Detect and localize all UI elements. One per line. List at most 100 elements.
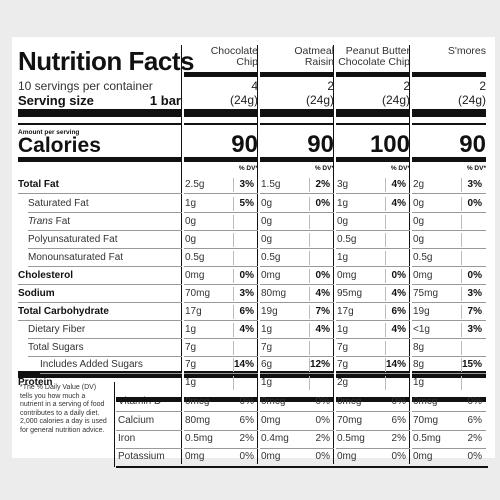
column-divider [333, 45, 334, 464]
column-protein-bar [412, 371, 486, 378]
cell-rule [184, 320, 258, 321]
nutrient-amount: 1g [185, 198, 197, 209]
cell-rule [260, 356, 334, 357]
nutrient-amount: 80mg [261, 288, 287, 299]
nutrient-amount: 1g [337, 324, 349, 335]
micro-cell-rule [336, 430, 410, 431]
cell-rule [336, 284, 410, 285]
column-serving-rule [260, 123, 334, 125]
nutrient-dv: 0% [315, 270, 330, 281]
nutrient-amount: 0g [413, 198, 425, 209]
micro-amount: 0.5mg [185, 433, 213, 444]
nutrient-amount: 0g [413, 216, 425, 227]
nutrient-dv: 6% [391, 306, 406, 317]
cell-rule [184, 338, 258, 339]
dv-divider [385, 323, 386, 337]
micro-dv: 2% [391, 433, 406, 444]
nutrient-amount: 0mg [413, 270, 433, 281]
dv-divider [385, 233, 386, 247]
nutrient-amount: 0.5g [261, 252, 281, 263]
nutrient-amount: 0g [261, 198, 273, 209]
nutrient-dv: 0% [315, 198, 330, 209]
dv-divider [385, 358, 386, 372]
column-header-bar [260, 72, 334, 77]
nutrient-amount: 17g [337, 306, 354, 317]
column-divider [257, 45, 258, 464]
nutrient-dv: 4% [391, 179, 406, 190]
nutrient-amount: 2g [337, 377, 349, 388]
nutrient-dv: 12% [309, 359, 330, 370]
nutrient-amount: 3g [337, 179, 349, 190]
micro-amount: 0mcg [185, 396, 210, 407]
column-name: Peanut Butter Chocolate Chip [338, 45, 410, 68]
nutrient-amount: 95mg [337, 288, 363, 299]
micro-amount: 0.4mg [261, 433, 289, 444]
nutrient-amount: 0.5g [413, 252, 433, 263]
nutrient-amount: 0mg [261, 270, 281, 281]
nutrient-amount: 7g [337, 359, 349, 370]
nutrient-dv: 3% [239, 179, 254, 190]
cell-rule [184, 212, 258, 213]
micro-rule [116, 411, 182, 412]
micro-cell-rule [336, 411, 410, 412]
dv-divider [309, 376, 310, 390]
nutrient-amount: 0g [337, 216, 349, 227]
nutrient-amount: 8g [413, 342, 425, 353]
nutrient-label: Total Sugars [28, 342, 84, 353]
cell-rule [412, 320, 486, 321]
dv-divider [385, 287, 386, 301]
serving-weight: (24g) [457, 93, 486, 107]
cell-rule [412, 284, 486, 285]
nutrient-amount: 0g [413, 234, 425, 245]
cell-rule [260, 266, 334, 267]
calories-value: 90 [231, 131, 258, 158]
nutrient-amount: 0.5g [337, 234, 357, 245]
nutrient-amount: 2.5g [185, 179, 205, 190]
column-serving-rule [184, 123, 258, 125]
nutrient-label: Cholesterol [18, 270, 74, 281]
column-micro-bar [184, 397, 258, 402]
micro-amount: 0mcg [413, 396, 438, 407]
micro-rule [116, 448, 182, 449]
nutrient-amount: 1g [261, 324, 273, 335]
micro-dv: 2% [239, 433, 254, 444]
serving-size-value: 1 bar [149, 93, 181, 108]
micro-cell-rule [184, 411, 258, 412]
column-micro-bar [260, 397, 334, 402]
nutrient-dv: 14% [385, 359, 406, 370]
micro-dv: 6% [467, 415, 482, 426]
dv-divider [233, 233, 234, 247]
row-rule [28, 212, 182, 213]
nutrient-dv: 7% [315, 306, 330, 317]
micro-cell-rule [412, 411, 486, 412]
cell-rule [184, 266, 258, 267]
micro-amount: 0mg [413, 451, 433, 462]
dv-divider [385, 376, 386, 390]
micro-dv: 2% [315, 433, 330, 444]
micro-dv: 0% [315, 415, 330, 426]
micro-label: Potassium [118, 451, 165, 462]
bottom-bar [116, 466, 488, 468]
nutrient-dv: 4% [391, 324, 406, 335]
nutrient-label: Monounsaturated Fat [28, 252, 124, 263]
nutrient-label: Protein [18, 377, 53, 388]
row-rule [28, 356, 182, 357]
cell-rule [336, 373, 410, 374]
dv-divider [461, 197, 462, 211]
nutrient-dv: 4% [315, 324, 330, 335]
micro-cell-rule [260, 411, 334, 412]
row-rule [28, 266, 182, 267]
dv-divider [309, 197, 310, 211]
serving-rule [18, 123, 182, 125]
dv-divider [233, 269, 234, 283]
nutrient-dv: 7% [467, 306, 482, 317]
nutrient-amount: 70mg [185, 288, 211, 299]
dv-divider [233, 323, 234, 337]
column-header-bar [336, 72, 410, 77]
nutrient-label: Saturated Fat [28, 198, 89, 209]
nutrient-dv: 4% [315, 288, 330, 299]
nutrient-dv: 0% [391, 270, 406, 281]
nutrient-amount: 7g [261, 342, 273, 353]
column-divider [409, 45, 410, 464]
micro-label: Iron [118, 433, 136, 444]
